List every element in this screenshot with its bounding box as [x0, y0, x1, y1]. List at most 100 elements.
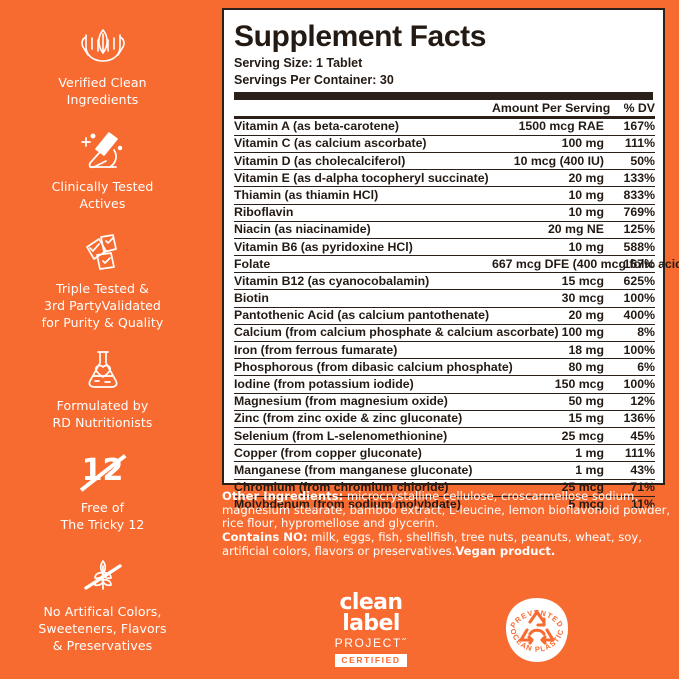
table-row: Vitamin C (as calcium ascorbate) 100 mg 11… — [234, 135, 655, 153]
table-row: Vitamin D (as cholecalciferol) 10 mcg (40… — [234, 152, 655, 171]
table-row: Iron (from ferrous fumarate) 18 mg 100% — [234, 341, 655, 360]
nutrient-amount: 100 mg — [492, 135, 610, 153]
nutrient-name: Thiamin (as thiamin HCl) — [234, 186, 492, 205]
nutrient-dv: 400% — [610, 307, 655, 325]
badge-label: No Artifical Colors, Sweeteners, Flavors… — [38, 604, 167, 653]
table-row: Vitamin E (as d-alpha tocopheryl succina… — [234, 169, 655, 188]
other-ingredients-text: microcrystalline cellulose, croscarmello… — [222, 489, 671, 531]
nutrient-dv: 50% — [610, 152, 655, 171]
table-row: Manganese (from manganese gluconate) 1 mg… — [234, 461, 655, 480]
table-row: Niacin (as niacinamide) 20 mg NE 125% — [234, 221, 655, 239]
nutrient-dv: 133% — [610, 169, 655, 188]
clean-label-line1: clean — [339, 590, 403, 615]
table-header-row: Amount Per Serving % DV — [234, 100, 655, 119]
table-row: Copper (from copper gluconate) 1 mg 111% — [234, 444, 655, 463]
nutrient-name: Vitamin A (as beta-carotene) — [234, 117, 492, 136]
servings-per-container: Servings Per Container: 30 — [234, 72, 394, 87]
nutrient-amount: 80 mg — [492, 358, 610, 377]
no-twelve-icon: 12 — [82, 449, 124, 493]
header-divider-thick — [234, 92, 653, 100]
nutrient-name: Vitamin D (as cholecalciferol) — [234, 152, 492, 171]
col-header-dv: % DV — [610, 100, 655, 119]
nutrient-name: Niacin (as niacinamide) — [234, 221, 492, 239]
nutrient-dv: 625% — [610, 272, 655, 291]
nutrient-name: Calcium (from calcium phosphate & calciu… — [234, 324, 559, 343]
nutrient-dv: 71% — [610, 479, 655, 497]
nutrient-dv: 100% — [610, 289, 655, 308]
table-row: Zinc (from zinc oxide & zinc gluconate) 1… — [234, 410, 655, 428]
badge-label: Formulated by RD Nutritionists — [52, 398, 153, 430]
nutrient-amount: 1500 mcg RAE — [492, 117, 610, 136]
nutrient-amount: 25 mcg — [492, 479, 610, 497]
table-row: Calcium (from calcium phosphate & calciu… — [234, 324, 655, 343]
nutrient-amount: 10 mg — [492, 238, 610, 257]
other-ingredients-heading: Other Ingredients: — [222, 489, 344, 503]
nutrient-name: Iron (from ferrous fumarate) — [234, 341, 492, 360]
badge-formulated-by-rd: Formulated by RD Nutritionists — [15, 347, 190, 431]
nutrient-name: Vitamin E (as d-alpha tocopheryl succina… — [234, 169, 492, 188]
col-header-nutrient — [234, 100, 492, 119]
nutrient-name: Vitamin C (as calcium ascorbate) — [234, 135, 492, 153]
badge-clinically-tested-actives: Clinically Tested Actives — [15, 128, 190, 212]
nutrient-dv: 111% — [610, 135, 655, 153]
table-row: Chromium (from chromium chloride) 25 mcg 7… — [234, 479, 655, 497]
nutrient-amount: 10 mg — [492, 204, 610, 222]
nutrient-name: Folate — [234, 255, 492, 274]
nutrient-dv: 6% — [610, 358, 655, 377]
nutrient-amount: 25 mcg — [492, 427, 610, 446]
nutrient-dv: 588% — [610, 238, 655, 257]
table-row: Folate 667 mcg DFE (400 mcg folic acid) 16… — [234, 255, 679, 274]
flask-heart-icon — [78, 347, 128, 391]
table-row: Biotin 30 mcg 100% — [234, 289, 655, 308]
table-row: Phosphorous (from dibasic calcium phosph… — [234, 358, 655, 377]
table-row: Molybdenum (from sodium molybdate) 5 mcg 1… — [234, 496, 655, 513]
table-row: Riboflavin 10 mg 769% — [234, 204, 655, 222]
certification-logos: clean label PROJECT˝ CERTIFIED — [222, 592, 672, 672]
badge-triple-tested: Triple Tested & 3rd PartyValidated for P… — [15, 230, 190, 331]
badge-verified-clean-ingredients: Verified Clean Ingredients — [15, 24, 190, 108]
nutrient-dv: 167% — [610, 255, 655, 274]
nutrient-name: Riboflavin — [234, 204, 492, 222]
nutrient-dv: 167% — [610, 117, 655, 136]
nutrient-dv: 12% — [610, 393, 655, 411]
nutrient-dv: 111% — [610, 444, 655, 463]
table-row: Vitamin B12 (as cyanocobalamin) 15 mcg 625… — [234, 272, 655, 291]
badge-label: Triple Tested & 3rd PartyValidated for P… — [41, 281, 164, 330]
nutrient-amount: 1 mg — [492, 461, 610, 480]
nutrient-amount: 50 mg — [492, 393, 610, 411]
table-row: Vitamin A (as beta-carotene) 1500 mcg RAE… — [234, 117, 655, 136]
checklist-documents-icon — [75, 230, 131, 274]
nutrient-amount: 20 mg NE — [492, 221, 610, 239]
table-row: Iodine (from potassium iodide) 150 mcg 100… — [234, 375, 655, 394]
nutrient-table: Amount Per Serving % DV Vitamin A (as be… — [234, 100, 679, 513]
vegan-product-text: Vegan product. — [455, 543, 556, 558]
nutrient-name: Manganese (from manganese gluconate) — [234, 461, 492, 480]
badge-no-artificial-colors: No Artifical Colors, Sweeteners, Flavors… — [15, 553, 190, 654]
microscope-icon — [76, 128, 130, 172]
clean-label-certified-badge: CERTIFIED — [335, 654, 407, 667]
page-title: Supplement Facts — [234, 20, 486, 53]
nutrient-name: Phosphorous (from dibasic calcium phosph… — [234, 358, 513, 377]
nutrient-dv: 43% — [610, 461, 655, 480]
badge-label: Clinically Tested Actives — [51, 179, 154, 211]
nutrient-name: Vitamin B6 (as pyridoxine HCl) — [234, 238, 492, 257]
col-header-amount: Amount Per Serving — [492, 100, 610, 119]
hands-holding-leaf-icon — [73, 24, 133, 68]
nutrient-name: Copper (from copper gluconate) — [234, 444, 492, 463]
badge-label: Free of The Tricky 12 — [60, 500, 145, 532]
nutrient-amount: 30 mcg — [492, 289, 610, 308]
clean-label-project-word: PROJECT˝ — [334, 636, 408, 650]
nutrient-amount: 20 mg — [492, 307, 610, 325]
nutrient-amount: 10 mg — [492, 186, 610, 205]
table-row: Vitamin B6 (as pyridoxine HCl) 10 mg 588% — [234, 238, 655, 257]
badge-label: Verified Clean Ingredients — [58, 75, 147, 107]
nutrient-amount: 15 mg — [492, 410, 610, 428]
no-wheat-icon — [77, 553, 129, 597]
nutrient-dv: 8% — [610, 324, 655, 343]
table-row: Magnesium (from magnesium oxide) 50 mg 12% — [234, 393, 655, 411]
other-ingredients: Other Ingredients: microcrystalline cell… — [222, 489, 672, 531]
nutrient-name: Vitamin B12 (as cyanocobalamin) — [234, 272, 492, 291]
nutrient-amount: 20 mg — [492, 169, 610, 188]
nutrient-dv: 45% — [610, 427, 655, 446]
nutrient-dv: 11% — [631, 497, 655, 512]
